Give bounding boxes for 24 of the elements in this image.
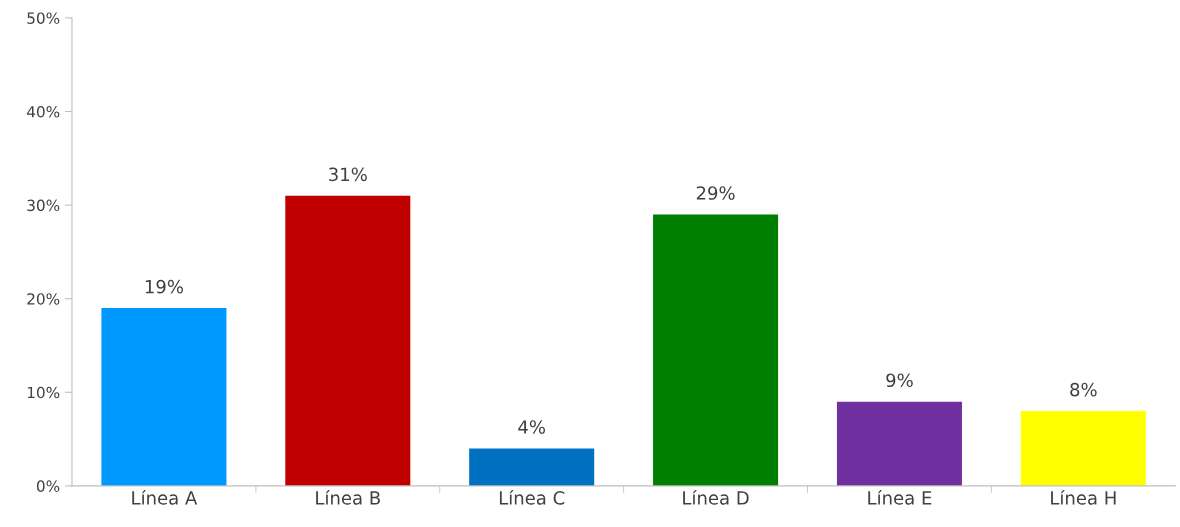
x-tick-label: Línea B [316,490,380,505]
bar [285,195,411,486]
data-label: 19% [145,279,183,294]
y-tick-label: 10% [27,386,60,399]
y-tick-label: 30% [27,199,60,212]
x-tick-label: Línea D [683,490,749,505]
bar [469,448,595,486]
x-tick-label: Línea E [868,490,932,505]
y-tick-label: 50% [27,12,60,24]
data-label: 29% [696,186,735,200]
bar [1020,411,1146,486]
bar [101,308,227,486]
data-label: 8% [1070,382,1097,397]
data-label: 4% [518,420,546,434]
x-tick-label: Línea H [1051,490,1116,505]
x-tick-label: Línea C [499,490,565,505]
bar [653,214,779,486]
bar [836,401,962,486]
x-tick-label: Línea A [132,490,198,505]
y-tick-label: 20% [27,293,60,305]
data-label: 31% [329,167,367,182]
y-tick-label: 0% [36,480,60,492]
y-tick-label: 40% [26,105,60,118]
data-label: 9% [886,373,913,388]
